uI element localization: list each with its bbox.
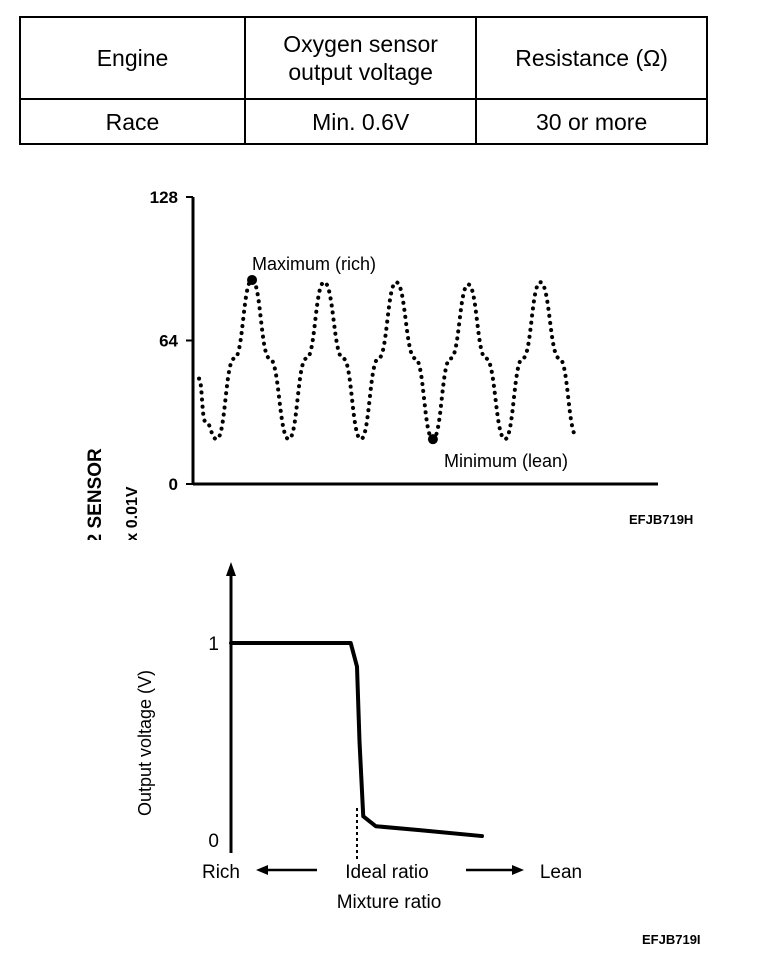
maximum-point-marker [247, 274, 258, 285]
y-axis-unit: x 0.01V [124, 486, 141, 540]
y-tick-label: 0 [208, 831, 219, 852]
lean-arrow-head [512, 865, 524, 875]
figure-code: EFJB719I [642, 932, 701, 947]
output-voltage-chart: 0 1 Output voltage (V) Rich Ideal ratio L… [135, 562, 582, 913]
cell-resistance: 30 or more [475, 98, 708, 145]
header-engine: Engine [18, 16, 247, 100]
rich-arrow-head [256, 865, 268, 875]
annotation-maximum: Maximum (rich) [252, 254, 376, 274]
x-axis-label: Mixture ratio [337, 892, 442, 913]
x-category-rich: Rich [202, 862, 240, 883]
table-header-row: Engine Oxygen sensor output voltage Resi… [18, 16, 708, 100]
minimum-point-marker [427, 434, 438, 445]
cell-engine: Race [18, 98, 247, 145]
y-tick-label: 64 [159, 332, 178, 351]
y-tick-label: 1 [208, 634, 219, 655]
y-axis-label: FR O2 SENSOR [85, 448, 106, 540]
cell-output-voltage: Min. 0.6V [244, 98, 478, 145]
x-category-lean: Lean [540, 862, 582, 883]
header-resistance: Resistance (Ω) [475, 16, 708, 100]
table-row: Race Min. 0.6V 30 or more [18, 98, 708, 145]
o2-sensor-spec-table: Engine Oxygen sensor output voltage Resi… [18, 16, 708, 145]
o2-voltage-series [197, 277, 580, 442]
y-axis-arrow [226, 562, 236, 576]
y-axis-label: Output voltage (V) [135, 670, 155, 816]
figure-code: EFJB719H [629, 512, 694, 527]
o2-sensor-waveform-chart: 0 64 128 FR O2 SENSOR x 0.01V Maximum (ric… [85, 188, 658, 540]
annotation-minimum: Minimum (lean) [444, 451, 568, 471]
y-tick-label: 128 [150, 188, 178, 207]
header-output-voltage: Oxygen sensor output voltage [244, 16, 478, 100]
output-voltage-curve [229, 641, 484, 839]
x-category-ideal-ratio: Ideal ratio [345, 862, 428, 883]
y-tick-label: 0 [169, 475, 178, 494]
